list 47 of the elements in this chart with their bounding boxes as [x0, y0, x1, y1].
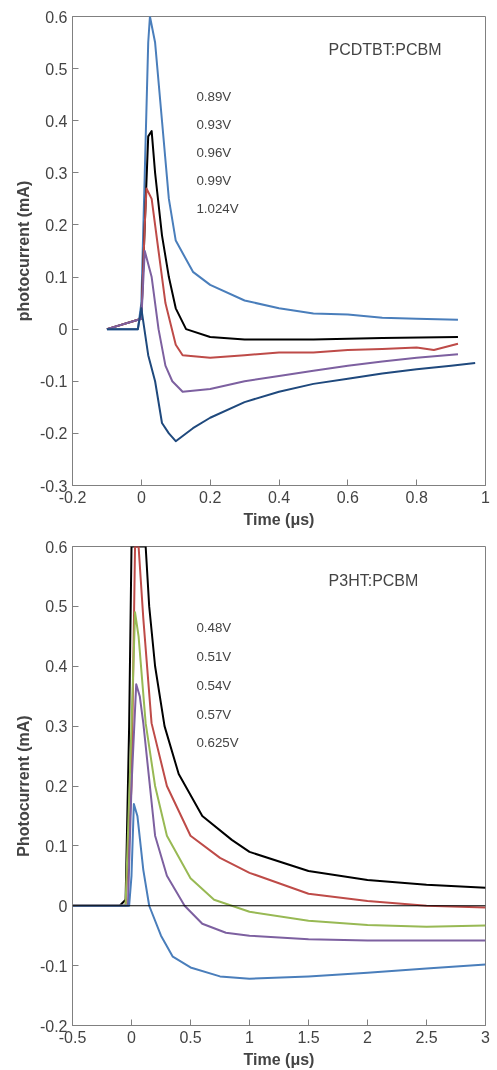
y-tick-label: 0.5	[45, 60, 68, 78]
annotation: 0.93V	[196, 116, 232, 132]
annotation: 0.89V	[196, 88, 232, 104]
y-axis-title: photocurrent (mA)	[14, 180, 32, 322]
x-tick-label: 0.8	[405, 488, 428, 506]
annotation: P3HT:PCBM	[328, 571, 419, 589]
y-tick-label: 0.1	[45, 269, 68, 287]
x-tick-label: 0	[127, 1028, 137, 1046]
x-tick-label: 2.5	[415, 1028, 438, 1046]
y-tick-label: 0.2	[45, 216, 68, 234]
y-tick-label: 0.6	[45, 8, 68, 26]
y-tick-label: 0.2	[45, 778, 68, 795]
x-tick-label: 0	[136, 488, 146, 506]
x-tick-label: 1	[481, 488, 491, 506]
x-axis-title: Time (μs)	[243, 510, 315, 528]
y-tick-label: 0.4	[45, 112, 68, 130]
annotation: 0.625V	[196, 735, 239, 751]
y-tick-label: 0.3	[45, 164, 68, 182]
x-tick-label: 0.2	[199, 488, 222, 506]
x-tick-label: 0.4	[267, 488, 291, 506]
annotation: 0.48V	[196, 620, 232, 636]
x-tick-label: 0.5	[179, 1028, 202, 1046]
annotation: 0.96V	[196, 145, 232, 161]
y-tick-label: 0.5	[45, 598, 68, 616]
annotation: 0.54V	[196, 677, 232, 693]
x-axis-title: Time (μs)	[243, 1050, 315, 1068]
x-tick-label: 2	[363, 1028, 373, 1046]
y-tick-label: 0.1	[45, 837, 68, 855]
annotation: 1.024V	[196, 201, 239, 217]
annotation: 0.51V	[196, 649, 232, 665]
y-tick-label: 0.3	[45, 718, 68, 736]
x-tick-label: 1.5	[297, 1028, 320, 1046]
line-series	[105, 307, 477, 443]
annotation: 0.57V	[196, 706, 232, 722]
y-tick-label: 0	[58, 897, 68, 915]
y-tick-label: -0.1	[39, 373, 68, 391]
y-tick-label: -0.2	[39, 425, 68, 443]
annotation: 0.99V	[196, 173, 232, 189]
annotation: PCDTBT:PCBM	[328, 40, 442, 58]
y-tick-label: 0.6	[45, 538, 68, 556]
x-tick-label: 3	[481, 1028, 491, 1046]
x-tick-label: 0.6	[336, 488, 360, 506]
x-tick-label: 1	[245, 1028, 255, 1046]
y-axis-title: Photocurrent (mA)	[14, 715, 32, 857]
y-tick-label: -0.1	[39, 957, 68, 975]
y-tick-label: 0	[58, 321, 68, 339]
y-tick-label: 0.4	[45, 658, 68, 676]
